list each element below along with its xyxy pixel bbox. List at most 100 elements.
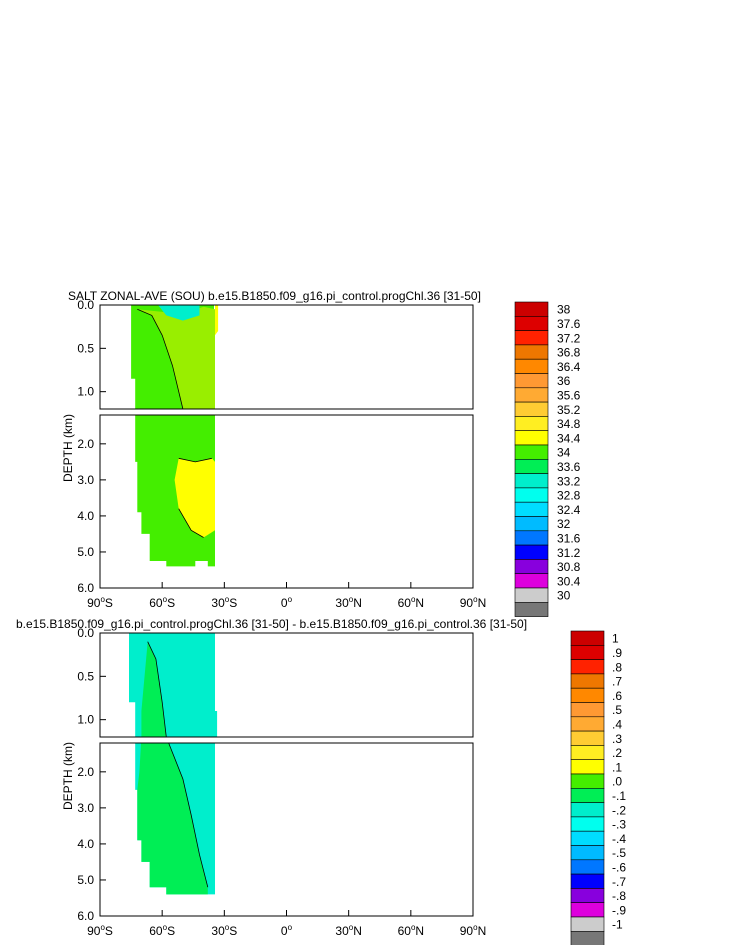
x-tick-label: 60oS (149, 923, 175, 938)
colorbar-swatch (570, 859, 605, 875)
y-tick-label: 6.0 (77, 909, 94, 923)
colorbar-label: -.9 (612, 903, 626, 917)
colorbar-swatch (570, 745, 605, 761)
colorbar-label: .6 (612, 689, 622, 703)
colorbar-swatch (570, 816, 605, 832)
y-tick-label: 1.0 (77, 385, 94, 399)
x-tick-label: 60oS (149, 595, 175, 610)
colorbar-label: 34 (557, 446, 571, 460)
colorbar-label: -.7 (612, 875, 626, 889)
colorbar-swatch (514, 301, 549, 317)
colorbar-label: -.4 (612, 832, 626, 846)
colorbar-swatch (570, 902, 605, 918)
colorbar-label: 36.8 (557, 346, 581, 360)
x-tick-label: 0o (281, 595, 293, 610)
colorbar-swatch (514, 416, 549, 431)
colorbar-swatch (514, 501, 549, 517)
y-tick-label: 6.0 (77, 581, 94, 595)
colorbar-label: 33.6 (557, 460, 581, 474)
contour-line-34p8 (178, 457, 212, 463)
x-tick-label: 30oN (335, 923, 361, 938)
colorbar-label: -1 (612, 918, 623, 932)
colorbar-swatch (514, 344, 549, 360)
colorbar-label: 35.6 (557, 388, 581, 402)
colorbar-swatch (570, 730, 605, 746)
colorbar-label: 37.2 (557, 331, 581, 345)
colorbar-swatch (570, 716, 605, 732)
colorbar-swatch (514, 573, 549, 589)
y-tick-label: 5.0 (77, 545, 94, 559)
contour-line-34p4 (137, 308, 184, 410)
colorbar-label: 32 (557, 517, 571, 531)
colorbar-swatch (514, 315, 549, 331)
chart-2: b.e15.B1850.f09_g16.pi_control.progChl.3… (16, 617, 626, 945)
colorbar-label: 36 (557, 374, 571, 388)
colorbar-label: .1 (612, 760, 622, 774)
x-tick-label: 90oS (87, 595, 113, 610)
colorbar-label: .2 (612, 746, 622, 760)
contour-band-gt-34p8-surface (215, 305, 219, 336)
colorbar-swatch (514, 330, 549, 346)
colorbar-swatch (514, 544, 549, 560)
colorbar-label: 31.6 (557, 531, 581, 545)
contour-line-0 (147, 641, 167, 738)
y-tick-label: 5.0 (77, 873, 94, 887)
colorbar-swatch (570, 845, 605, 861)
y-tick-label: 0.0 (77, 626, 94, 640)
colorbar-label: 32.4 (557, 503, 581, 517)
colorbar-swatch (514, 559, 549, 575)
x-tick-label: 90oN (460, 595, 486, 610)
colorbar-label: .4 (612, 717, 622, 731)
upper-panel-frame (99, 632, 474, 738)
colorbar-swatch (570, 773, 605, 789)
colorbar-swatch (514, 401, 549, 417)
x-tick-label: 0o (281, 923, 293, 938)
colorbar-swatch (514, 373, 549, 389)
colorbar-label: -.8 (612, 889, 626, 903)
y-axis-label: DEPTH (km) (61, 742, 75, 810)
colorbar-label: 30.4 (557, 574, 581, 588)
colorbar-swatch (570, 787, 605, 803)
y-tick-label: 0.5 (77, 341, 94, 355)
contour-band-34p4-34p8-upper (137, 306, 215, 409)
colorbar-label: -.5 (612, 846, 626, 860)
colorbar-label: 35.2 (557, 403, 581, 417)
colorbar-swatch (514, 587, 549, 603)
colorbar-swatch (514, 387, 549, 403)
colorbar-swatch (570, 687, 605, 703)
y-tick-label: 3.0 (77, 473, 94, 487)
colorbar: 1.9.8.7.6.5.4.3.2.1.0-.1-.2-.3-.4-.5-.6-… (570, 630, 626, 945)
colorbar-label: -.3 (612, 818, 626, 832)
y-tick-label: 3.0 (77, 801, 94, 815)
colorbar-label: .9 (612, 646, 622, 660)
colorbar-swatch (514, 458, 549, 474)
chart-title: SALT ZONAL-AVE (SOU) b.e15.B1850.f09_g16… (68, 289, 481, 303)
colorbar: 3837.637.236.836.43635.635.234.834.43433… (514, 301, 581, 617)
colorbar-swatch (570, 888, 605, 904)
contour-band-gt-34p8-core (174, 458, 215, 538)
chart-1: SALT ZONAL-AVE (SOU) b.e15.B1850.f09_g16… (61, 289, 581, 617)
y-tick-label: 2.0 (77, 437, 94, 451)
colorbar-label: -.6 (612, 860, 626, 874)
contour-field (129, 633, 218, 895)
colorbar-label: .7 (612, 675, 622, 689)
colorbar-swatch (514, 473, 549, 489)
colorbar-label: 31.2 (557, 546, 581, 560)
chart-title: b.e15.B1850.f09_g16.pi_control.progChl.3… (16, 617, 527, 631)
y-tick-label: 4.0 (77, 509, 94, 523)
x-tick-label: 60oN (398, 923, 424, 938)
colorbar-swatch (570, 873, 605, 889)
colorbar-swatch (514, 487, 549, 503)
colorbar-label: 34.8 (557, 417, 581, 431)
colorbar-swatch (570, 673, 605, 689)
colorbar-swatch (514, 444, 549, 460)
colorbar-swatch (570, 702, 605, 718)
colorbar-label: .8 (612, 660, 622, 674)
contour-band-0-0p1-lower (137, 737, 208, 895)
y-tick-label: 4.0 (77, 837, 94, 851)
upper-panel-frame (99, 304, 474, 410)
colorbar-label: -.2 (612, 803, 626, 817)
colorbar-label: .3 (612, 732, 622, 746)
colorbar-swatch (570, 759, 605, 775)
